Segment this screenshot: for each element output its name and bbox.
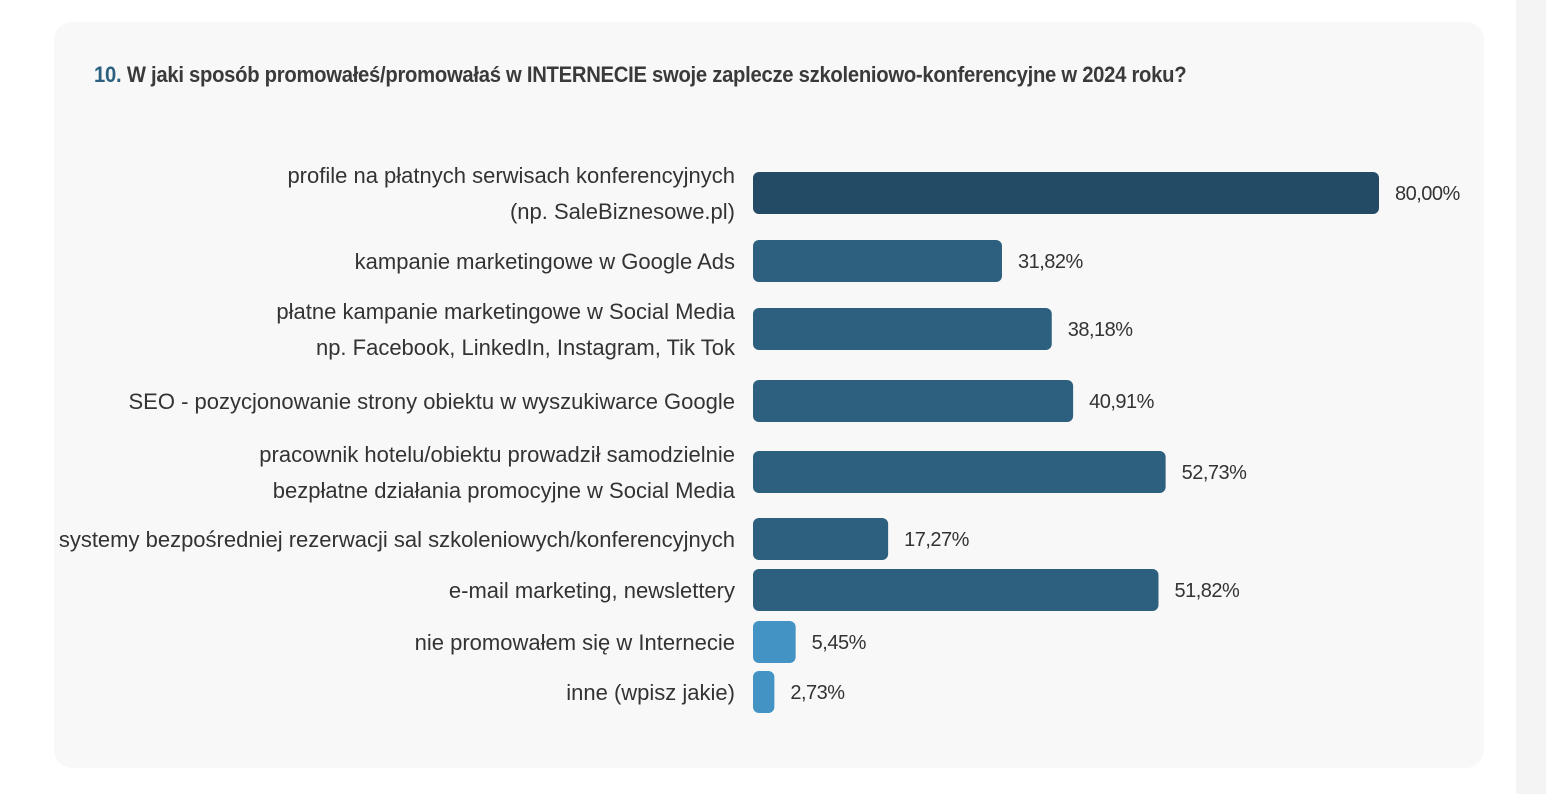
question-text: W jaki sposób promowałeś/promowałaś w IN…	[126, 62, 1187, 87]
value-label-4: 40,91%	[1089, 391, 1155, 413]
bar-8	[753, 621, 796, 663]
bar-3	[753, 308, 1052, 350]
category-label-5-line-1: pracownik hotelu/obiektu prowadził samod…	[259, 442, 735, 467]
value-label-9: 2,73%	[790, 682, 845, 704]
category-label-8: nie promowałem się w Internecie	[415, 630, 735, 655]
bar-2	[753, 240, 1002, 282]
bar-5	[753, 451, 1166, 493]
value-label-7: 51,82%	[1174, 580, 1240, 602]
value-label-8: 5,45%	[812, 632, 867, 654]
category-label-2: kampanie marketingowe w Google Ads	[355, 249, 735, 274]
bar-1	[753, 172, 1379, 214]
value-label-5: 52,73%	[1182, 462, 1248, 484]
category-label-4: SEO - pozycjonowanie strony obiektu w wy…	[129, 389, 736, 414]
category-label-7: e-mail marketing, newslettery	[449, 578, 735, 603]
question-title: 10. W jaki sposób promowałeś/promowałaś w…	[94, 62, 1187, 88]
value-label-6: 17,27%	[904, 529, 970, 551]
category-label-6: systemy bezpośredniej rezerwacji sal szk…	[59, 527, 735, 552]
bar-6	[753, 518, 889, 560]
category-label-1-line-1: profile na płatnych serwisach konferency…	[287, 163, 735, 188]
bar-4	[753, 380, 1074, 422]
value-label-1: 80,00%	[1395, 183, 1461, 205]
value-label-2: 31,82%	[1018, 251, 1084, 273]
category-label-3-line-1: płatne kampanie marketingowe w Social Me…	[276, 299, 735, 324]
category-label-1-line-2: (np. SaleBiznesowe.pl)	[510, 199, 735, 224]
category-label-9: inne (wpisz jakie)	[566, 680, 735, 705]
question-number: 10.	[94, 62, 122, 87]
bar-7	[753, 569, 1159, 611]
scrollbar-strip	[1516, 0, 1546, 794]
bar-9	[753, 671, 775, 713]
category-label-5-line-2: bezpłatne działania promocyjne w Social …	[273, 478, 736, 503]
category-label-3-line-2: np. Facebook, LinkedIn, Instagram, Tik T…	[316, 335, 736, 360]
value-label-3: 38,18%	[1068, 319, 1134, 341]
